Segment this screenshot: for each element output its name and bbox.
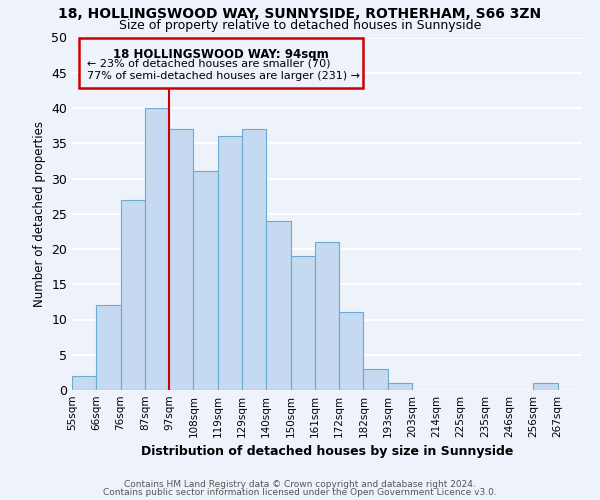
- Bar: [533, 383, 558, 390]
- Bar: [72, 376, 96, 390]
- Text: Contains HM Land Registry data © Crown copyright and database right 2024.: Contains HM Land Registry data © Crown c…: [124, 480, 476, 489]
- Bar: [266, 221, 290, 390]
- Text: Contains public sector information licensed under the Open Government Licence v3: Contains public sector information licen…: [103, 488, 497, 497]
- Bar: [193, 172, 218, 390]
- Bar: [339, 312, 364, 390]
- Bar: [218, 136, 242, 390]
- Bar: [290, 256, 315, 390]
- X-axis label: Distribution of detached houses by size in Sunnyside: Distribution of detached houses by size …: [141, 446, 513, 458]
- Bar: [96, 306, 121, 390]
- Bar: [79, 38, 364, 88]
- Bar: [315, 242, 339, 390]
- Text: 77% of semi-detached houses are larger (231) →: 77% of semi-detached houses are larger (…: [86, 70, 359, 81]
- Bar: [121, 200, 145, 390]
- Text: 18 HOLLINGSWOOD WAY: 94sqm: 18 HOLLINGSWOOD WAY: 94sqm: [113, 48, 329, 61]
- Bar: [242, 129, 266, 390]
- Text: Size of property relative to detached houses in Sunnyside: Size of property relative to detached ho…: [119, 19, 481, 32]
- Bar: [169, 129, 193, 390]
- Bar: [145, 108, 169, 390]
- Y-axis label: Number of detached properties: Number of detached properties: [32, 120, 46, 306]
- Bar: [388, 383, 412, 390]
- Bar: [364, 369, 388, 390]
- Text: ← 23% of detached houses are smaller (70): ← 23% of detached houses are smaller (70…: [86, 58, 330, 68]
- Text: 18, HOLLINGSWOOD WAY, SUNNYSIDE, ROTHERHAM, S66 3ZN: 18, HOLLINGSWOOD WAY, SUNNYSIDE, ROTHERH…: [58, 8, 542, 22]
